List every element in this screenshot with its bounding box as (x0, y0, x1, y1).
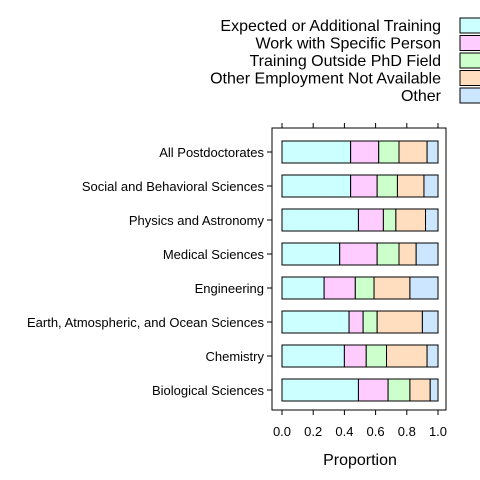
bar-all-postdoctorates-other-employment-not-available (398, 140, 428, 164)
bar-earth-atmospheric-and-ocean-sciences-expected-or-additional-training (281, 310, 350, 334)
bar-all-postdoctorates-expected-or-additional-training (281, 140, 352, 164)
bar-engineering-expected-or-additional-training (281, 276, 325, 300)
bar-engineering-other-employment-not-available (373, 276, 411, 300)
category-label: Medical Sciences (163, 247, 265, 262)
legend-label: Other Employment Not Available (210, 71, 441, 88)
legend-swatch-work-with-specific-person (459, 35, 480, 51)
bar-medical-sciences-other (415, 242, 439, 266)
bar-earth-atmospheric-and-ocean-sciences-training-outside-phd-field (362, 310, 378, 334)
category-labels: All Postdoctorates Social and Behavioral … (27, 145, 272, 398)
bar-biological-sciences-training-outside-phd-field (387, 378, 411, 402)
legend-label: Work with Specific Person (255, 36, 441, 53)
bar-earth-atmospheric-and-ocean-sciences-other-employment-not-available (376, 310, 423, 334)
legend-swatch-other-employment-not-available (459, 70, 480, 86)
bar-physics-and-astronomy-work-with-specific-person (357, 208, 384, 232)
plot-frame (271, 127, 447, 411)
x-tick-label: 0.6 (367, 424, 385, 439)
category-label: Chemistry (205, 349, 264, 364)
x-tick-label: 0.8 (398, 424, 416, 439)
category-label: Physics and Astronomy (129, 213, 265, 228)
bar-physics-and-astronomy-other (425, 208, 439, 232)
bar-all-postdoctorates-work-with-specific-person (350, 140, 380, 164)
bar-chemistry-other-employment-not-available (386, 344, 428, 368)
bar-all-postdoctorates-other (426, 140, 439, 164)
plot-area (271, 127, 447, 411)
bar-physics-and-astronomy-expected-or-additional-training (281, 208, 359, 232)
category-label: Earth, Atmospheric, and Ocean Sciences (27, 315, 265, 330)
bar-biological-sciences-other-employment-not-available (409, 378, 431, 402)
bar-social-and-behavioral-sciences-other-employment-not-available (396, 174, 425, 198)
legend-swatch-other (459, 87, 480, 104)
x-tick-label: 0.0 (273, 424, 291, 439)
legend-label: Expected or Additional Training (220, 18, 441, 35)
x-axis-label: Proportion (323, 452, 397, 469)
bar-chemistry-work-with-specific-person (343, 344, 367, 368)
bar-medical-sciences-other-employment-not-available (398, 242, 417, 266)
bar-biological-sciences-expected-or-additional-training (281, 378, 359, 402)
category-label: All Postdoctorates (159, 145, 264, 160)
bar-social-and-behavioral-sciences-other (423, 174, 439, 198)
legend-label: Other (401, 88, 442, 105)
category-label: Engineering (195, 281, 264, 296)
bar-social-and-behavioral-sciences-training-outside-phd-field (376, 174, 398, 198)
bar-biological-sciences-work-with-specific-person (357, 378, 389, 402)
bar-medical-sciences-work-with-specific-person (339, 242, 378, 266)
category-label: Biological Sciences (152, 383, 265, 398)
bar-chemistry-other (426, 344, 439, 368)
legend-swatch-expected-or-additional-training (459, 17, 480, 34)
bar-engineering-work-with-specific-person (323, 276, 356, 300)
bar-chemistry-expected-or-additional-training (281, 344, 345, 368)
bar-social-and-behavioral-sciences-work-with-specific-person (350, 174, 378, 198)
bar-medical-sciences-expected-or-additional-training (281, 242, 341, 266)
bar-physics-and-astronomy-other-employment-not-available (395, 208, 427, 232)
bar-chemistry-training-outside-phd-field (365, 344, 388, 368)
legend-label: Training Outside PhD Field (250, 53, 442, 70)
bar-biological-sciences-other (429, 378, 439, 402)
bar-engineering-other (409, 276, 439, 300)
bar-social-and-behavioral-sciences-expected-or-additional-training (281, 174, 352, 198)
category-label: Social and Behavioral Sciences (82, 179, 265, 194)
bar-medical-sciences-training-outside-phd-field (376, 242, 400, 266)
x-tick-label: 0.4 (335, 424, 353, 439)
x-axis: 0.0 0.2 0.4 0.6 0.8 1.0 (273, 123, 447, 439)
bar-all-postdoctorates-training-outside-phd-field (378, 140, 400, 164)
bar-earth-atmospheric-and-ocean-sciences-work-with-specific-person (348, 310, 364, 334)
bar-engineering-training-outside-phd-field (354, 276, 375, 300)
legend-swatch-training-outside-phd-field (459, 52, 480, 69)
bar-physics-and-astronomy-training-outside-phd-field (382, 208, 397, 232)
x-tick-label: 1.0 (429, 424, 447, 439)
x-tick-label: 0.2 (304, 424, 322, 439)
bar-earth-atmospheric-and-ocean-sciences-other (421, 310, 439, 334)
